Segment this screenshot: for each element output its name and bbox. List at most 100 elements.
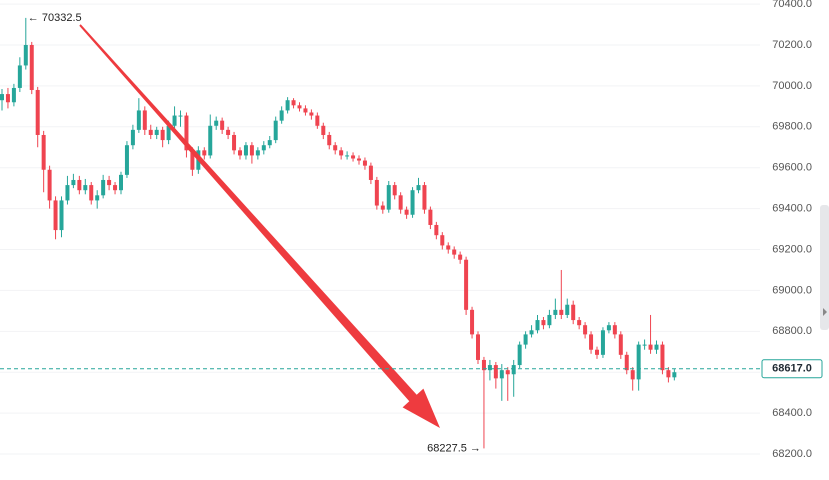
candle-body xyxy=(535,320,540,331)
candle-body xyxy=(232,134,237,151)
current-price-box xyxy=(761,359,823,379)
candle-body xyxy=(303,108,308,113)
candle-body xyxy=(493,365,498,379)
candle-body xyxy=(184,115,189,151)
candle-body xyxy=(517,344,522,366)
candle-body xyxy=(124,145,129,175)
candle-body xyxy=(130,129,135,146)
high-annotation: ← 70332.5 xyxy=(28,12,82,24)
candle-body xyxy=(220,120,225,130)
candle-body xyxy=(654,344,659,350)
candle-body xyxy=(285,100,290,111)
candle-body xyxy=(172,115,177,126)
scroll-arrow[interactable] xyxy=(823,308,827,316)
candle-body xyxy=(648,344,653,350)
candle-body xyxy=(142,110,147,130)
candle-body xyxy=(327,134,332,146)
candle-body xyxy=(267,140,272,146)
candle-body xyxy=(481,359,486,371)
y-tick-label: 68800.0 xyxy=(772,325,812,337)
candle-body xyxy=(398,195,403,210)
candle-body xyxy=(600,330,605,355)
y-tick-label: 69400.0 xyxy=(772,203,812,215)
y-tick-label: 70200.0 xyxy=(772,39,812,51)
candle-body xyxy=(17,65,22,88)
candle-body xyxy=(464,259,469,310)
candle-body xyxy=(279,110,284,121)
candle-body xyxy=(214,120,219,126)
candle-body xyxy=(624,354,629,371)
candle-body xyxy=(29,44,34,90)
candle-body xyxy=(357,158,361,161)
candle-body xyxy=(368,165,373,180)
candle-body xyxy=(255,150,260,156)
y-tick-label: 70000.0 xyxy=(772,80,812,92)
candle-body xyxy=(511,365,516,375)
candle-body xyxy=(291,100,296,106)
low-annotation: 68227.5 → xyxy=(427,442,481,454)
candle-body xyxy=(612,325,617,335)
candle-body xyxy=(571,304,576,321)
candle-body xyxy=(339,150,344,156)
candle-body xyxy=(618,334,623,355)
candle-body xyxy=(553,309,558,315)
current-price-label: 68617.0 xyxy=(772,363,812,375)
candle-body xyxy=(642,344,647,346)
candle-body xyxy=(321,125,326,135)
candle-body xyxy=(380,205,385,210)
candle-body xyxy=(261,145,266,151)
candle-body xyxy=(630,370,635,380)
candle-body xyxy=(208,125,213,156)
candle-body xyxy=(166,125,171,141)
candle-body xyxy=(0,94,4,101)
candle-body xyxy=(333,145,338,151)
candle-body xyxy=(65,185,70,201)
candles xyxy=(0,17,677,449)
candle-body xyxy=(476,334,480,360)
candle-body xyxy=(297,105,302,109)
y-tick-label: 70400.0 xyxy=(772,0,812,10)
candle-body xyxy=(589,334,594,350)
candle-body xyxy=(53,200,58,231)
y-tick-label: 69800.0 xyxy=(772,121,812,133)
candle-body xyxy=(351,155,356,159)
candle-body xyxy=(273,120,278,141)
candle-body xyxy=(238,150,242,156)
candle-body xyxy=(119,174,123,191)
candle-body xyxy=(565,304,570,315)
trend-arrow xyxy=(79,24,441,429)
candle-body xyxy=(47,169,52,201)
candle-body xyxy=(136,110,141,130)
candle-body xyxy=(23,44,28,66)
candle-body xyxy=(666,370,671,378)
scrollbar[interactable] xyxy=(820,205,829,330)
candle-body xyxy=(113,185,118,191)
candle-body xyxy=(606,325,611,331)
candle-body xyxy=(499,370,504,379)
candle-body xyxy=(362,160,367,166)
candle-body xyxy=(226,129,231,135)
candle-body xyxy=(309,112,314,116)
candle-body xyxy=(428,209,433,225)
candle-body xyxy=(71,179,76,186)
candle-body xyxy=(95,195,100,201)
candle-body xyxy=(190,150,195,170)
y-tick-label: 68400.0 xyxy=(772,407,812,419)
candle-body xyxy=(672,372,677,378)
candle-body xyxy=(392,185,397,196)
candle-body xyxy=(178,115,183,117)
candle-body xyxy=(35,89,40,135)
candle-body xyxy=(487,365,492,371)
candle-body xyxy=(440,235,445,246)
candle-body xyxy=(315,115,320,126)
candle-body xyxy=(434,224,439,236)
candle-body xyxy=(636,344,641,380)
candle-body xyxy=(101,179,106,196)
candle-body xyxy=(559,309,564,315)
candle-body xyxy=(583,325,588,335)
candle-body xyxy=(89,185,94,201)
candle-body xyxy=(547,314,552,326)
y-tick-label: 69600.0 xyxy=(772,162,812,174)
candle-body xyxy=(11,87,16,103)
candle-body xyxy=(541,320,546,326)
